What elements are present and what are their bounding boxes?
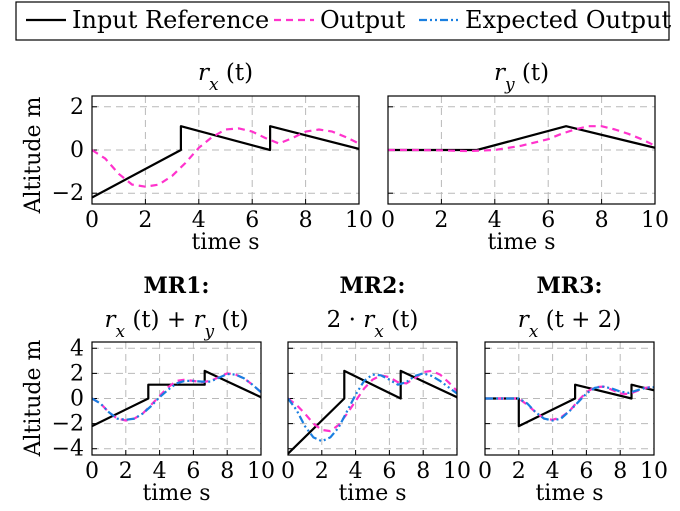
series-line-output — [485, 385, 654, 421]
x-tick-label: 4 — [153, 459, 167, 484]
x-tick-label: 6 — [382, 459, 396, 484]
legend-label-expected-output: Expected Output — [465, 6, 672, 34]
x-tick-label: 6 — [541, 208, 555, 233]
metamorphic-relation-label: MR2: — [339, 273, 405, 299]
x-tick-label: 6 — [245, 208, 259, 233]
series-line-output — [288, 369, 457, 433]
x-tick-label: 8 — [416, 459, 430, 484]
metamorphic-relation-label: MR3: — [536, 273, 602, 299]
x-tick-label: 4 — [546, 459, 560, 484]
series-line-input-reference — [388, 125, 655, 152]
x-tick-label: 8 — [299, 208, 313, 233]
x-tick-label: 2 — [434, 208, 448, 233]
x-tick-label: 8 — [220, 459, 234, 484]
subplot-title: rx (t + 2) — [518, 307, 622, 342]
series-line-output — [388, 125, 655, 153]
legend: Input Reference Output Expected Output — [15, 1, 672, 41]
series-line-input-reference — [92, 369, 261, 428]
x-tick-label: 8 — [595, 208, 609, 233]
x-tick-label: 10 — [640, 459, 668, 484]
series-line-expected-output — [92, 372, 261, 421]
plot-frame — [484, 341, 655, 456]
subplot-mr3: 0 2 4 6 8 10 time s rx (t + 2) MR3: — [478, 273, 668, 506]
x-tick-label: 2 — [119, 459, 133, 484]
ylabel-bottom: Altitude m — [21, 339, 46, 457]
series-line-input-reference — [288, 369, 457, 455]
subplot-ry: 0 2 4 6 8 10 time s ry (t) — [381, 60, 669, 255]
x-tick-label: 4 — [349, 459, 363, 484]
x-tick-label: 0 — [85, 459, 99, 484]
x-tick-label: 0 — [381, 208, 395, 233]
series-line-input-reference — [485, 383, 654, 428]
x-axis-label: time s — [535, 481, 603, 506]
series-line-input-reference — [92, 125, 359, 199]
legend-label-input-reference: Input Reference — [72, 6, 269, 34]
legend-frame — [15, 1, 670, 41]
x-tick-label: 10 — [247, 459, 275, 484]
metamorphic-relation-label: MR1: — [143, 273, 209, 299]
x-tick-label: 0 — [281, 459, 295, 484]
x-tick-label: 2 — [315, 459, 329, 484]
x-tick-label: 10 — [443, 459, 471, 484]
series-line-expected-output — [485, 385, 654, 422]
x-tick-label: 6 — [579, 459, 593, 484]
subplot-title: rx (t) — [198, 60, 253, 95]
x-axis-label: time s — [487, 230, 555, 255]
x-tick-label: 10 — [641, 208, 669, 233]
x-axis-label: time s — [142, 481, 210, 506]
x-tick-label: 10 — [345, 208, 373, 233]
y-tick-label: 2 — [70, 361, 84, 386]
x-tick-label: 4 — [488, 208, 502, 233]
y-tick-label: 4 — [70, 336, 84, 361]
plot-frame — [91, 95, 360, 205]
x-axis-label: time s — [191, 230, 259, 255]
series-line-expected-output — [288, 372, 457, 443]
y-tick-label: 2 — [70, 95, 84, 120]
legend-label-output: Output — [320, 6, 406, 34]
y-tick-label: −2 — [52, 412, 84, 437]
subplot-mr2: 0 2 4 6 8 10 time s 2 · rx (t) MR2: — [281, 273, 471, 506]
y-tick-label: −2 — [52, 181, 84, 206]
x-tick-label: 4 — [192, 208, 206, 233]
plot-frame — [387, 95, 656, 205]
y-tick-label: −4 — [52, 437, 84, 462]
subplot-title: 2 · rx (t) — [327, 307, 419, 342]
x-tick-label: 2 — [138, 208, 152, 233]
subplot-title: ry (t) — [494, 60, 549, 95]
x-axis-label: time s — [338, 481, 406, 506]
x-tick-label: 0 — [478, 459, 492, 484]
x-tick-label: 2 — [512, 459, 526, 484]
subplot-title: rx (t) + ry (t) — [104, 307, 248, 342]
plot-frame — [287, 341, 458, 456]
x-tick-label: 8 — [613, 459, 627, 484]
plot-frame — [91, 341, 262, 456]
y-tick-label: 0 — [70, 138, 84, 163]
y-tick-label: 0 — [70, 387, 84, 412]
ylabel-top: Altitude m — [21, 96, 46, 214]
x-tick-label: 6 — [186, 459, 200, 484]
x-tick-label: 0 — [85, 208, 99, 233]
